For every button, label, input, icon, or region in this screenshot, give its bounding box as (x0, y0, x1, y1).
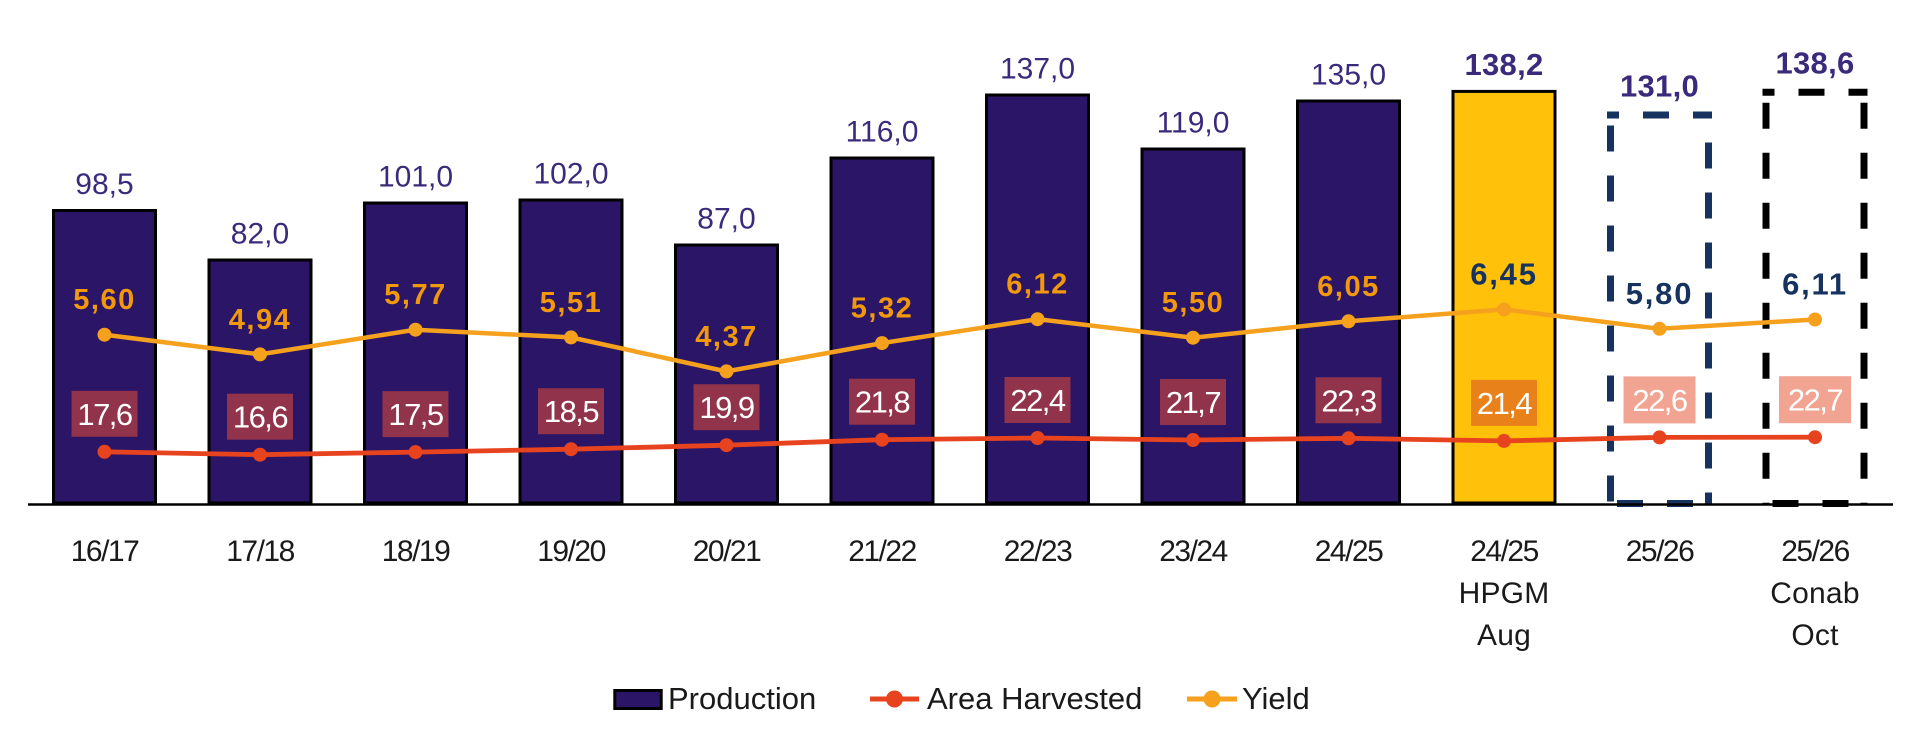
svg-text:24/25: 24/25 (1315, 535, 1383, 568)
svg-text:6,45: 6,45 (1470, 256, 1538, 291)
svg-text:Aug: Aug (1477, 619, 1531, 652)
svg-text:131,0: 131,0 (1620, 69, 1699, 104)
svg-text:19/20: 19/20 (537, 535, 605, 568)
svg-text:101,0: 101,0 (378, 161, 453, 194)
svg-text:98,5: 98,5 (75, 168, 133, 201)
svg-text:5,32: 5,32 (851, 293, 913, 325)
svg-text:22,3: 22,3 (1321, 383, 1376, 418)
svg-text:Area Harvested: Area Harvested (927, 681, 1142, 716)
svg-text:25/26: 25/26 (1626, 535, 1694, 568)
svg-text:21,7: 21,7 (1166, 385, 1221, 420)
svg-text:22,6: 22,6 (1632, 383, 1687, 418)
svg-text:6,05: 6,05 (1317, 271, 1379, 303)
svg-text:21,8: 21,8 (855, 385, 910, 420)
svg-text:17/18: 17/18 (226, 535, 294, 568)
svg-text:16/17: 16/17 (71, 535, 139, 568)
svg-text:135,0: 135,0 (1311, 59, 1386, 92)
svg-text:5,60: 5,60 (73, 284, 135, 316)
svg-text:17,5: 17,5 (388, 397, 443, 432)
svg-text:22,7: 22,7 (1788, 383, 1843, 418)
svg-text:Production: Production (668, 681, 816, 716)
svg-text:22,4: 22,4 (1010, 383, 1066, 418)
svg-text:138,6: 138,6 (1775, 46, 1854, 81)
svg-text:16,6: 16,6 (233, 400, 288, 435)
svg-text:4,37: 4,37 (695, 321, 757, 353)
svg-text:17,6: 17,6 (77, 397, 132, 432)
svg-text:Yield: Yield (1242, 681, 1310, 716)
svg-text:5,50: 5,50 (1162, 287, 1224, 319)
svg-text:22/23: 22/23 (1004, 535, 1072, 568)
svg-text:25/26: 25/26 (1781, 535, 1849, 568)
svg-text:19,9: 19,9 (699, 390, 754, 425)
svg-text:23/24: 23/24 (1159, 535, 1227, 568)
svg-text:137,0: 137,0 (1000, 53, 1075, 86)
svg-text:20/21: 20/21 (693, 535, 761, 568)
svg-text:4,94: 4,94 (229, 304, 291, 336)
svg-text:Oct: Oct (1791, 619, 1839, 652)
svg-text:18,5: 18,5 (544, 394, 599, 429)
svg-text:21,4: 21,4 (1477, 386, 1533, 421)
svg-text:HPGM: HPGM (1459, 577, 1550, 610)
svg-text:138,2: 138,2 (1464, 47, 1543, 82)
svg-text:82,0: 82,0 (231, 218, 289, 251)
svg-text:87,0: 87,0 (697, 203, 755, 236)
svg-text:102,0: 102,0 (533, 158, 608, 191)
svg-text:Conab: Conab (1770, 577, 1859, 610)
svg-text:6,11: 6,11 (1782, 267, 1848, 302)
svg-text:116,0: 116,0 (846, 116, 919, 149)
svg-text:24/25: 24/25 (1470, 535, 1538, 568)
svg-text:5,77: 5,77 (384, 279, 446, 311)
svg-text:119,0: 119,0 (1157, 107, 1230, 140)
svg-text:21/22: 21/22 (848, 535, 916, 568)
svg-text:6,12: 6,12 (1006, 269, 1068, 301)
svg-text:18/19: 18/19 (382, 535, 450, 568)
svg-text:5,80: 5,80 (1626, 276, 1694, 311)
svg-text:5,51: 5,51 (540, 287, 602, 319)
